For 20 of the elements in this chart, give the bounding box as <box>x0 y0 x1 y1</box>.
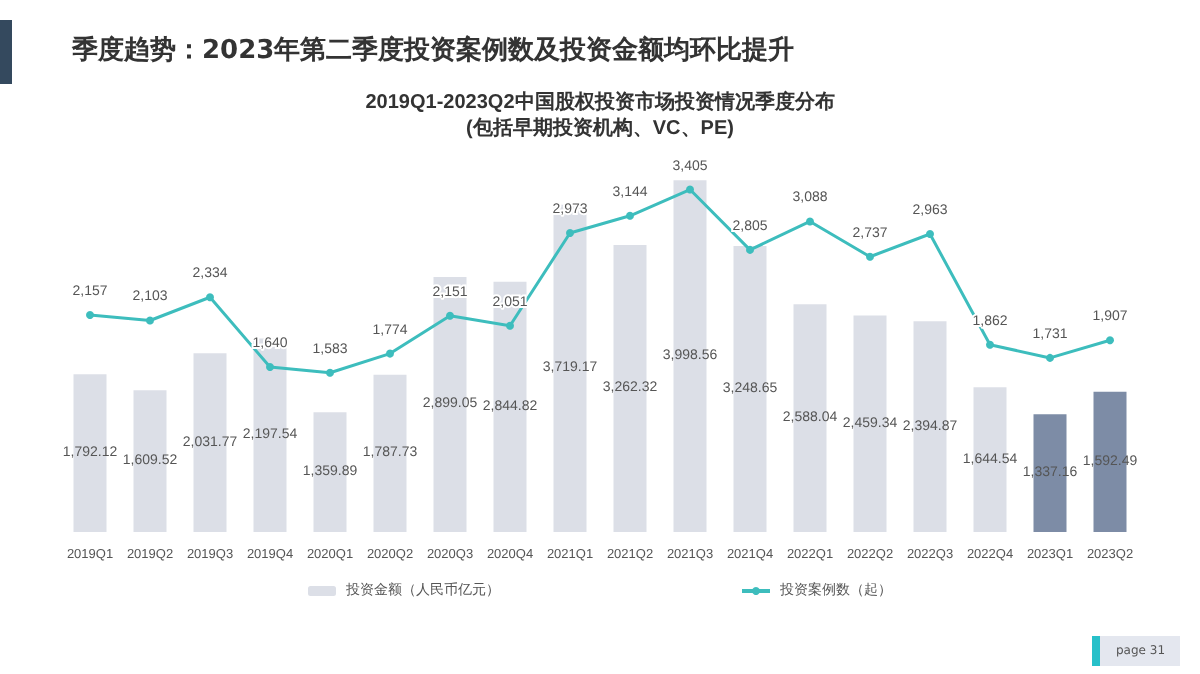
point <box>326 368 334 377</box>
point <box>686 185 694 194</box>
point <box>446 311 454 320</box>
point <box>746 245 754 254</box>
point <box>566 229 574 237</box>
point <box>806 217 814 226</box>
point <box>86 311 94 320</box>
point <box>506 321 514 330</box>
point <box>866 252 874 261</box>
point <box>986 340 994 349</box>
point <box>1106 336 1114 345</box>
chart-title: 季度趋势：2023年第二季度投资案例数及投资金额均环比提升 <box>72 33 795 68</box>
point <box>146 316 154 325</box>
point <box>266 363 274 372</box>
point <box>626 211 634 220</box>
point <box>386 349 394 358</box>
chart-subtitle: 2019Q1-2023Q2中国股权投资市场投资情况季度分布 (包括早期投资机构、VC、PE) <box>365 90 835 140</box>
point <box>1046 353 1054 362</box>
point <box>926 230 934 238</box>
point <box>206 293 214 302</box>
